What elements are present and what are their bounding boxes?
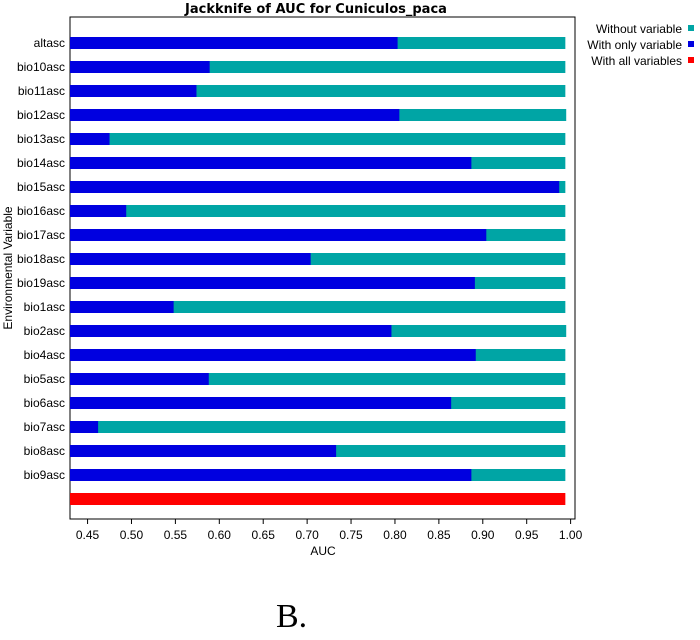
y-tick-label: bio19asc <box>17 276 65 290</box>
bar-without-variable-bio16asc <box>70 205 566 217</box>
bars-group <box>70 37 567 505</box>
x-tick-label: 0.90 <box>471 528 495 542</box>
x-axis-title: AUC <box>310 544 336 558</box>
x-tick-label: 0.50 <box>120 528 144 542</box>
x-tick-label: 0.70 <box>295 528 319 542</box>
y-tick-label: bio5asc <box>24 372 65 386</box>
x-tick-label: 0.45 <box>76 528 100 542</box>
y-tick-label: bio12asc <box>17 108 65 122</box>
bar-with-all-variables <box>70 493 566 505</box>
y-tick-label: bio1asc <box>24 300 65 314</box>
y-tick-label: bio6asc <box>24 396 65 410</box>
y-tick-labels: altasc bio10asc bio11asc bio12asc bio13asc bi… <box>17 36 65 482</box>
x-tick-label: 0.95 <box>515 528 539 542</box>
y-axis-title: Environmental Variable <box>1 206 15 330</box>
bar-with-only-variable-bio1asc <box>70 301 174 313</box>
legend: Without variable With only variable With a… <box>587 22 694 68</box>
legend-label: With only variable <box>587 38 682 52</box>
bar-without-variable-bio1asc <box>70 301 566 313</box>
y-tick-label: bio2asc <box>24 324 65 338</box>
bar-with-only-variable-bio12asc <box>70 109 400 121</box>
bar-with-only-variable-bio11asc <box>70 85 197 97</box>
x-tick-label: 0.80 <box>383 528 407 542</box>
bar-with-only-variable-bio13asc <box>70 133 110 145</box>
x-tick-label: 0.65 <box>252 528 276 542</box>
y-tick-label: bio9asc <box>24 468 65 482</box>
y-tick-label: bio15asc <box>17 180 65 194</box>
y-tick-label: altasc <box>34 36 65 50</box>
x-tick-label: 1.00 <box>559 528 583 542</box>
y-tick-label: bio10asc <box>17 60 65 74</box>
legend-label: With all variables <box>591 54 682 68</box>
chart-title: Jackknife of AUC for Cuniculos_paca <box>184 2 447 17</box>
legend-swatch <box>688 57 694 63</box>
y-tick-label: bio8asc <box>24 444 65 458</box>
bar-with-only-variable-bio17asc <box>70 229 487 241</box>
bar-with-only-variable-bio10asc <box>70 61 210 73</box>
bar-with-only-variable-bio15asc <box>70 181 560 193</box>
y-tick-label: bio16asc <box>17 204 65 218</box>
x-tick-label: 0.85 <box>427 528 451 542</box>
plot-area <box>69 16 576 520</box>
bar-without-variable-bio7asc <box>70 421 566 433</box>
figure-caption: B. <box>276 598 308 635</box>
x-tick-label: 0.75 <box>339 528 363 542</box>
x-tick-label: 0.60 <box>208 528 232 542</box>
bar-without-variable-bio13asc <box>70 133 566 145</box>
x-ticks: 0.45 0.50 0.55 0.60 0.65 0.70 0.75 0.80 0.85 0.90… <box>76 519 583 542</box>
bar-with-only-variable-bio4asc <box>70 349 476 361</box>
bar-with-only-variable-bio7asc <box>70 421 99 433</box>
bar-with-only-variable-bio19asc <box>70 277 475 289</box>
legend-label: Without variable <box>596 22 682 36</box>
y-tick-label: bio17asc <box>17 228 65 242</box>
y-tick-label: bio11asc <box>18 84 65 98</box>
legend-swatch <box>688 25 694 31</box>
bar-with-only-variable-bio18asc <box>70 253 311 265</box>
bar-with-only-variable-bio5asc <box>70 373 209 385</box>
bar-with-only-variable-bio16asc <box>70 205 127 217</box>
y-tick-label: bio7asc <box>24 420 65 434</box>
bar-with-only-variable-bio9asc <box>70 469 472 481</box>
y-tick-label: bio4asc <box>24 348 65 362</box>
bar-with-only-variable-bio2asc <box>70 325 392 337</box>
bar-with-only-variable-bio8asc <box>70 445 337 457</box>
bar-with-only-variable-bio6asc <box>70 397 452 409</box>
y-tick-label: bio14asc <box>17 156 65 170</box>
bar-with-only-variable-bio14asc <box>70 157 472 169</box>
legend-swatch <box>688 41 694 47</box>
bar-with-only-variable-altasc <box>70 37 398 49</box>
y-tick-label: bio13asc <box>17 132 65 146</box>
y-tick-label: bio18asc <box>17 252 65 266</box>
x-tick-label: 0.55 <box>164 528 188 542</box>
